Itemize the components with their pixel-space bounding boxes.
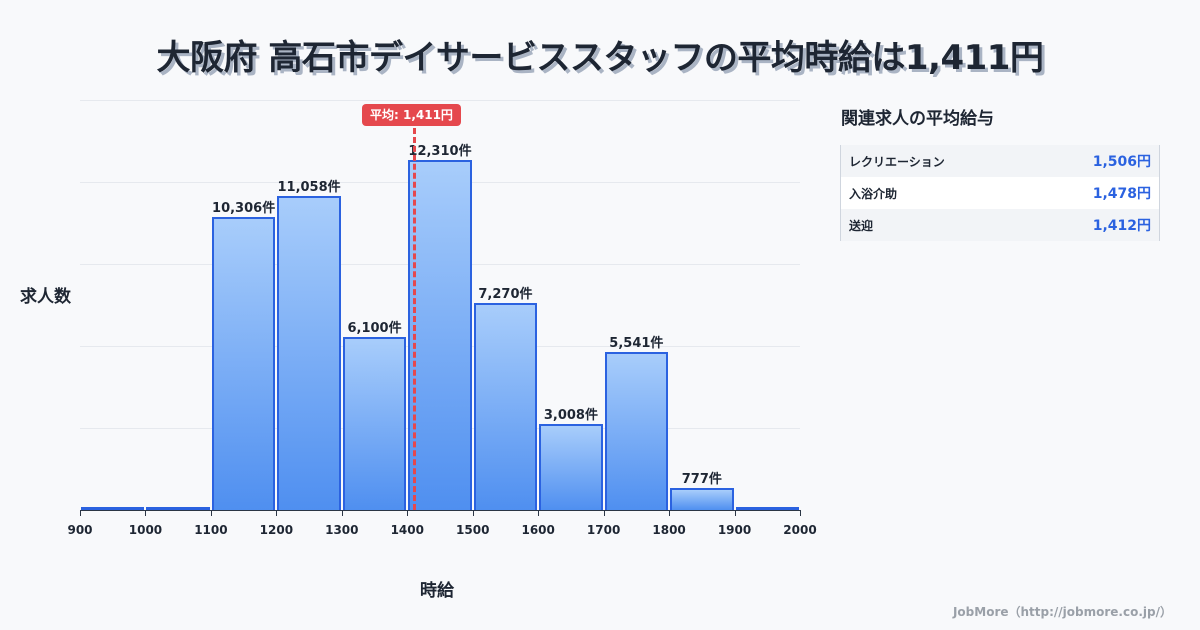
average-badge: 平均: 1,411円	[362, 104, 461, 126]
histogram-bar	[473, 303, 538, 510]
x-tick-label: 1800	[652, 523, 686, 537]
bar-value-label: 777件	[681, 472, 722, 487]
y-axis-label: 求人数	[20, 287, 71, 307]
related-job-name: 送迎	[849, 218, 874, 233]
x-tick	[145, 510, 147, 516]
bar-value-label: 5,541件	[609, 336, 664, 351]
histogram-bar	[408, 160, 472, 510]
x-tick-label: 1200	[259, 523, 294, 537]
x-tick	[407, 510, 409, 516]
x-tick-label: 1500	[456, 523, 490, 537]
x-tick	[80, 510, 81, 516]
x-axis-label: 時給	[420, 581, 454, 601]
histogram-bar	[277, 196, 341, 510]
x-tick	[603, 510, 605, 516]
related-job-name: 入浴介助	[849, 186, 898, 201]
bar-value-label: 3,008件	[543, 408, 598, 423]
related-job-wage: 1,506円	[1092, 154, 1151, 170]
bar-value-label: 6,100件	[347, 321, 402, 336]
x-tick	[538, 510, 540, 516]
related-job-row[interactable]: 送迎 1,412円	[841, 209, 1159, 241]
x-tick-label: 2000	[783, 523, 817, 537]
related-job-wage: 1,478円	[1092, 186, 1151, 202]
x-tick	[341, 510, 343, 516]
histogram-bar	[670, 488, 734, 510]
bar-value-label: 11,058件	[277, 180, 341, 195]
x-tick-label: 1400	[390, 523, 424, 537]
related-jobs-table: レクリエーション 1,506円 入浴介助 1,478円 送迎 1,412円	[840, 145, 1160, 241]
x-tick	[210, 510, 212, 516]
x-tick-label: 1300	[325, 523, 359, 537]
bar-value-label: 7,270件	[478, 287, 533, 302]
x-tick	[276, 510, 278, 516]
bar-value-label: 10,306件	[212, 201, 276, 216]
page-title: 大阪府 高石市デイサービススタッフの平均時給は1,411円	[156, 38, 1044, 78]
histogram-bar	[146, 507, 210, 510]
x-tick-label: 1600	[521, 523, 555, 537]
histogram-bar	[81, 507, 145, 510]
x-tick	[734, 510, 736, 516]
histogram-bar	[342, 337, 407, 510]
related-jobs-title: 関連求人の平均給与	[841, 109, 994, 129]
x-tick-label: 1100	[194, 523, 228, 537]
x-tick-label: 1700	[586, 523, 621, 537]
x-tick-label: 900	[67, 523, 93, 537]
histogram-bar	[211, 217, 276, 510]
x-tick-label: 1900	[717, 523, 752, 537]
related-job-name: レクリエーション	[849, 154, 945, 169]
bar-value-label: 12,310件	[408, 144, 472, 159]
x-tick	[669, 510, 671, 516]
average-line	[413, 128, 416, 510]
gridline	[80, 100, 800, 101]
x-tick-label: 1000	[128, 523, 163, 537]
histogram-bar	[539, 424, 603, 510]
x-axis-line	[80, 510, 800, 511]
x-tick	[472, 510, 474, 516]
x-tick	[800, 510, 801, 516]
related-job-row[interactable]: レクリエーション 1,506円	[841, 145, 1159, 177]
histogram-bar	[604, 352, 669, 510]
histogram-bar	[735, 507, 799, 510]
related-job-wage: 1,412円	[1092, 218, 1151, 234]
histogram-plot: 10,306件 11,058件 6,100件 12,310件 7,270件 3,008件 5…	[80, 100, 801, 516]
footer-credit: JobMore（http://jobmore.co.jp/）	[952, 605, 1172, 619]
related-job-row[interactable]: 入浴介助 1,478円	[841, 177, 1159, 209]
